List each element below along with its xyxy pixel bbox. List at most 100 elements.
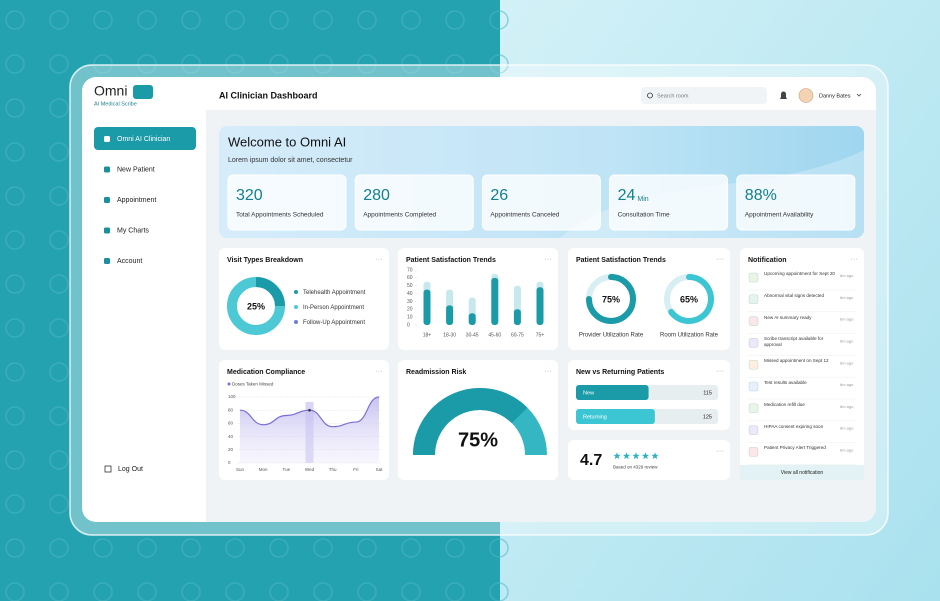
- menu-icon: [104, 166, 110, 173]
- avatar: [798, 88, 814, 103]
- pattern-icon: [49, 98, 69, 118]
- logo-text: Omni: [94, 83, 127, 99]
- star: [632, 452, 640, 460]
- search-box[interactable]: [641, 87, 767, 104]
- card: [568, 440, 730, 480]
- pattern-icon: [225, 538, 245, 558]
- notification-text[interactable]: Scribe transcript available for approval: [764, 336, 824, 347]
- card: [568, 248, 730, 350]
- chevron: [856, 93, 862, 97]
- logout-icon: [104, 465, 112, 473]
- pattern-icon: [225, 54, 245, 74]
- pattern-icon: [5, 494, 25, 514]
- y-tick-label: 30: [407, 299, 413, 305]
- card: [398, 360, 558, 480]
- x-tick-label: Tue: [283, 467, 291, 472]
- ring-label: 75%: [602, 294, 620, 304]
- highlight-point: [308, 408, 311, 412]
- pattern-icon: [49, 362, 69, 382]
- bar-value: 115: [703, 390, 712, 396]
- pattern-icon: [269, 54, 289, 74]
- notification-text[interactable]: Patient Privacy Alert Triggered: [764, 445, 826, 451]
- pattern-icon: [225, 582, 245, 601]
- pattern-icon: [49, 538, 69, 558]
- notification-text[interactable]: Medication refill due: [764, 401, 805, 407]
- pattern-icon: [5, 142, 25, 162]
- pattern-icon: [445, 10, 465, 30]
- notification-time: 6m ago: [840, 447, 854, 452]
- pattern-icon: [269, 10, 289, 30]
- y-tick-label: 0: [407, 322, 410, 328]
- bar-label: Returning: [583, 414, 607, 420]
- rating-value: 4.7: [580, 452, 602, 469]
- gauge-arc: [413, 388, 528, 456]
- bar-label: New: [583, 390, 594, 396]
- notification-text[interactable]: Test results available: [764, 380, 807, 385]
- menu-item[interactable]: Account: [117, 258, 142, 265]
- stat-value: 24: [618, 187, 636, 204]
- menu-item[interactable]: My Charts: [117, 227, 149, 234]
- legend-dot: [227, 382, 231, 386]
- more-icon: ···: [717, 368, 724, 375]
- area: [240, 397, 379, 463]
- menu-item[interactable]: Omni AI Clinician: [117, 136, 170, 143]
- pattern-icon: [489, 54, 509, 74]
- view-all[interactable]: View all notification: [781, 470, 824, 476]
- notification-text[interactable]: HIPAA consent expiring soon: [764, 423, 824, 429]
- menu-item[interactable]: Appointment: [117, 197, 156, 204]
- user-name: Danny Bates: [819, 93, 851, 99]
- donut-arc: [255, 277, 285, 307]
- stat-card: [227, 174, 347, 231]
- card-title: Patient Satisfaction Trends: [406, 257, 496, 264]
- pattern-icon: [49, 318, 69, 338]
- stat-label: Appointments Canceled: [490, 212, 559, 219]
- menu-item[interactable]: New Patient: [117, 166, 155, 173]
- pattern-icon: [5, 450, 25, 470]
- notification-icon: [748, 403, 759, 413]
- stat-value: 320: [236, 187, 263, 204]
- pattern-icon: [357, 582, 377, 601]
- legend-dot: [294, 290, 298, 294]
- x-tick-label: Sun: [236, 467, 245, 472]
- header-title: AI Clinician Dashboard: [219, 90, 318, 100]
- y-tick-label: 60: [228, 421, 234, 426]
- x-tick-label: 60-75: [511, 332, 524, 338]
- notification-footer: [740, 465, 864, 480]
- bell-icon[interactable]: [780, 91, 787, 99]
- card-title: Readmission Risk: [406, 369, 466, 376]
- notification-time: 6m ago: [840, 273, 854, 278]
- stat-value: 26: [490, 187, 508, 204]
- logout[interactable]: Log Out: [118, 466, 143, 473]
- notification-time: 6m ago: [840, 295, 854, 300]
- menu-icon: [104, 258, 110, 264]
- welcome-title: Welcome to Omni AI: [228, 134, 346, 149]
- notification-text[interactable]: Missed appointment on Sept 12: [764, 358, 829, 364]
- notification-text[interactable]: Upcoming appointment for Sept 20: [764, 271, 835, 276]
- pattern-icon: [181, 10, 201, 30]
- legend-label: In-Person Appointment: [303, 305, 364, 311]
- legend-dot: [294, 305, 298, 309]
- pattern-icon: [93, 538, 113, 558]
- stat-label: Appointments Completed: [363, 212, 436, 219]
- pattern-icon: [225, 10, 245, 30]
- notification-text[interactable]: New AI summary ready: [764, 314, 812, 320]
- pattern-icon: [5, 10, 25, 30]
- menu-active[interactable]: [94, 127, 196, 150]
- pattern-icon: [137, 54, 157, 74]
- pattern-icon: [357, 538, 377, 558]
- logo-tagline: AI Medical Scribe: [94, 101, 137, 107]
- y-tick-label: 20: [407, 307, 413, 313]
- pattern-icon: [5, 362, 25, 382]
- x-tick-label: 30-45: [466, 332, 479, 338]
- notification-text[interactable]: Abnormal vital signs detected: [764, 292, 825, 298]
- notification-box: New AI summary ready: [764, 314, 812, 320]
- y-tick-label: 40: [228, 434, 234, 439]
- pattern-icon: [93, 54, 113, 74]
- more-icon: ···: [376, 368, 383, 375]
- pattern-icon: [49, 54, 69, 74]
- donut-label: 25%: [247, 301, 265, 311]
- pattern-icon: [489, 10, 509, 30]
- pattern-icon: [137, 10, 157, 30]
- x-tick-label: Fri: [353, 467, 358, 472]
- notification-icon: [748, 425, 759, 435]
